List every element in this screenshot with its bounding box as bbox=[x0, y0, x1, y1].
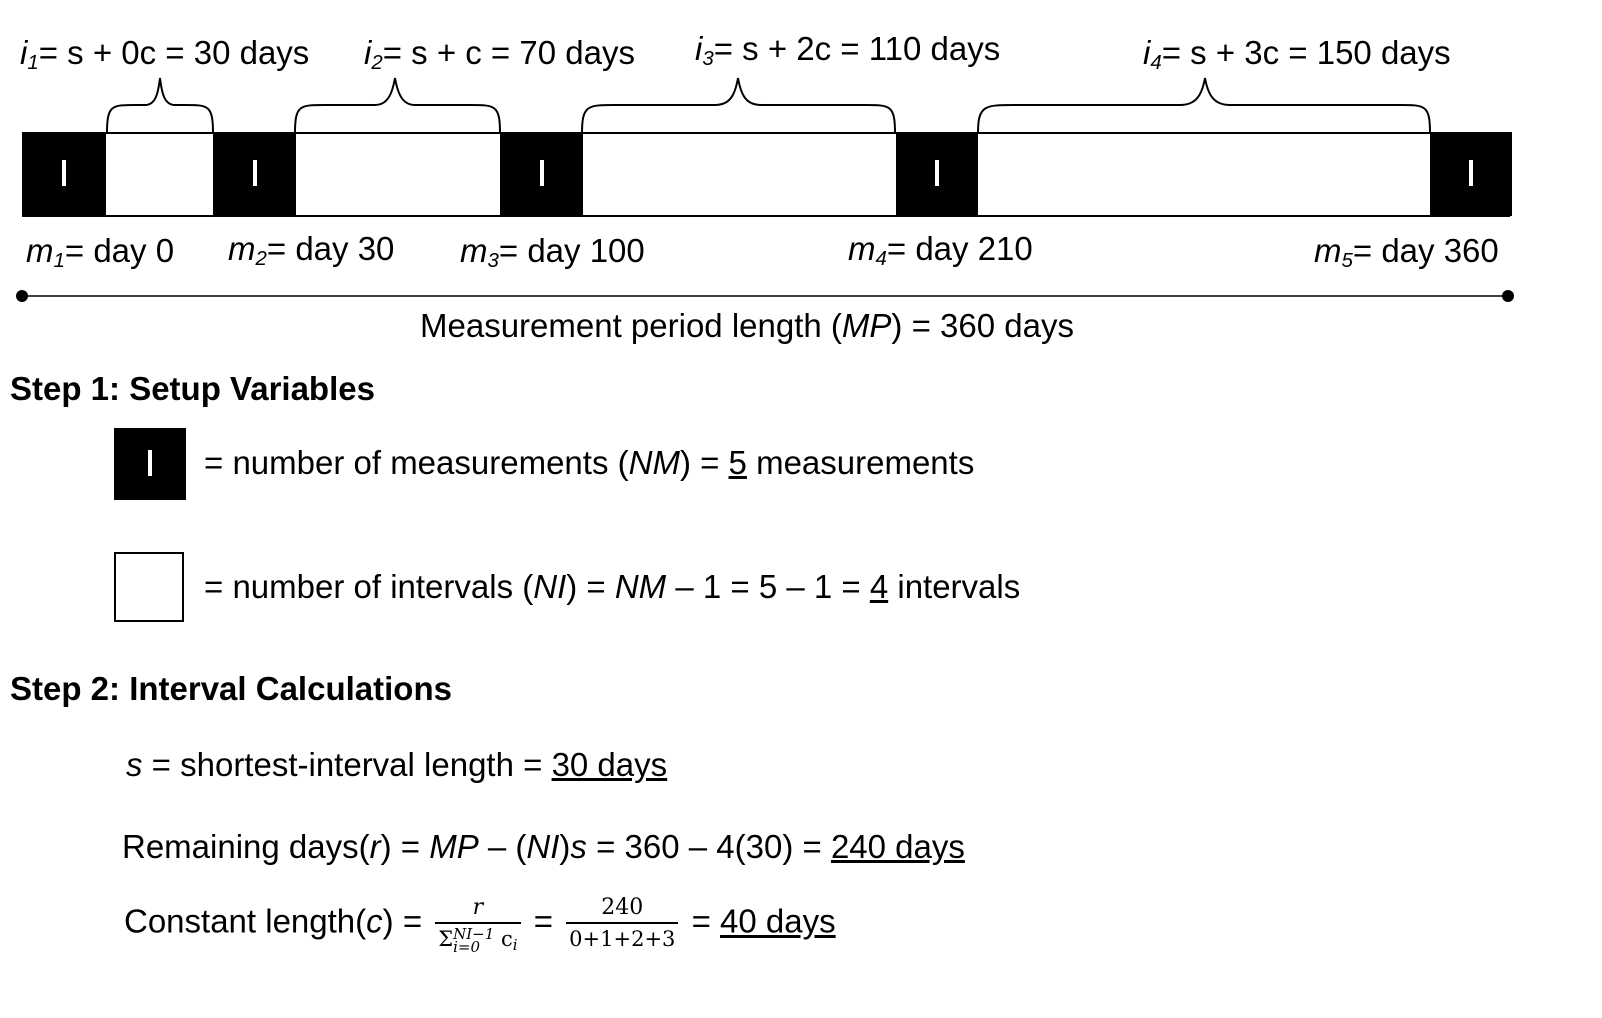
measurement-label-3: m3= day 100 bbox=[460, 232, 645, 273]
interval-label-3: i3= s + 2c = 110 days bbox=[695, 30, 1001, 71]
period-label: Measurement period length (MP) = 360 day… bbox=[420, 307, 1074, 344]
interval-label-1: i1= s + 0c = 30 days bbox=[20, 34, 310, 75]
ni-definition: = number of intervals (NI) = NM – 1 = 5 … bbox=[204, 568, 1021, 605]
measurement-label-5: m5= day 360 bbox=[1314, 232, 1499, 273]
measurement-block-1 bbox=[22, 132, 106, 216]
interval-label-4: i4= s + 3c = 150 days bbox=[1143, 34, 1451, 75]
legend-interval-box bbox=[114, 552, 184, 622]
measurement-label-2: m2= day 30 bbox=[228, 230, 395, 271]
period-start-dot bbox=[16, 290, 28, 302]
measurement-label-4: m4= day 210 bbox=[848, 230, 1033, 271]
measurement-block-4 bbox=[896, 132, 978, 216]
r-definition: Remaining days(r) = MP – (NI)s = 360 – 4… bbox=[122, 828, 965, 865]
period-end-dot bbox=[1502, 290, 1514, 302]
measurement-block-2 bbox=[213, 132, 296, 216]
fraction-r-over-sum: r Σ NI−1 i=0 ci bbox=[435, 894, 521, 954]
interval-label-2: i2= s + c = 70 days bbox=[364, 34, 635, 75]
measurement-label-1: m1= day 0 bbox=[26, 232, 175, 273]
interval-brace-2 bbox=[294, 77, 501, 134]
interval-brace-4 bbox=[977, 77, 1431, 134]
nm-definition: = number of measurements (NM) = 5 measur… bbox=[204, 444, 975, 481]
step1-title: Step 1: Setup Variables bbox=[10, 370, 375, 407]
fraction-240-over-sum: 240 0+1+2+3 bbox=[566, 894, 679, 954]
measurement-block-3 bbox=[500, 132, 583, 216]
c-definition: Constant length(c) = r Σ NI−1 i=0 ci = 240… bbox=[124, 894, 836, 956]
measurement-block-5 bbox=[1430, 132, 1512, 216]
s-definition: s = shortest-interval length = 30 days bbox=[126, 746, 668, 783]
step2-title: Step 2: Interval Calculations bbox=[10, 670, 452, 707]
interval-brace-1 bbox=[106, 77, 214, 134]
legend-measurement-box bbox=[114, 428, 186, 500]
interval-brace-3 bbox=[581, 77, 896, 134]
timeline-graphic bbox=[16, 77, 1514, 302]
